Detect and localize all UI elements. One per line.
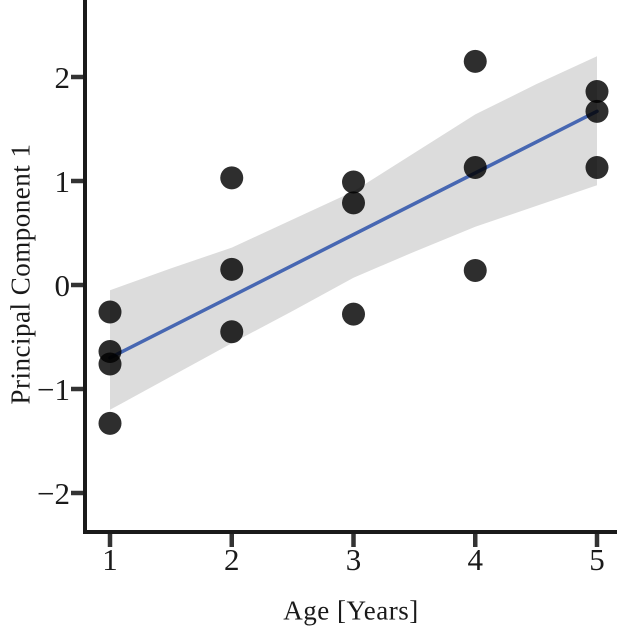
data-point xyxy=(342,302,365,326)
y-tick-label: 1 xyxy=(55,164,71,199)
x-tick-label: 4 xyxy=(468,542,484,577)
regression-line xyxy=(108,109,599,360)
data-point xyxy=(98,300,122,324)
data-point xyxy=(585,99,609,123)
y-axis-title: Principal Component 1 xyxy=(5,143,36,405)
x-axis-title: Age [Years] xyxy=(283,595,419,626)
y-tick-label: 0 xyxy=(55,268,71,303)
data-point xyxy=(463,49,487,73)
data-point xyxy=(220,166,244,190)
data-point xyxy=(98,352,122,376)
data-point xyxy=(220,257,244,281)
y-tick-label: −1 xyxy=(37,372,70,407)
x-tick-label: 5 xyxy=(589,542,605,577)
data-point xyxy=(342,191,365,215)
data-point xyxy=(342,170,365,194)
data-point xyxy=(98,411,122,435)
x-tick-label: 2 xyxy=(224,542,240,577)
data-point xyxy=(463,258,487,282)
y-tick-label: −2 xyxy=(37,476,70,511)
y-tick-label: 2 xyxy=(55,60,71,95)
data-point xyxy=(463,155,487,179)
x-tick-label: 3 xyxy=(346,542,362,577)
data-point xyxy=(585,80,609,104)
data-point xyxy=(220,320,244,344)
data-point xyxy=(585,155,609,179)
x-tick-label: 1 xyxy=(102,542,118,577)
